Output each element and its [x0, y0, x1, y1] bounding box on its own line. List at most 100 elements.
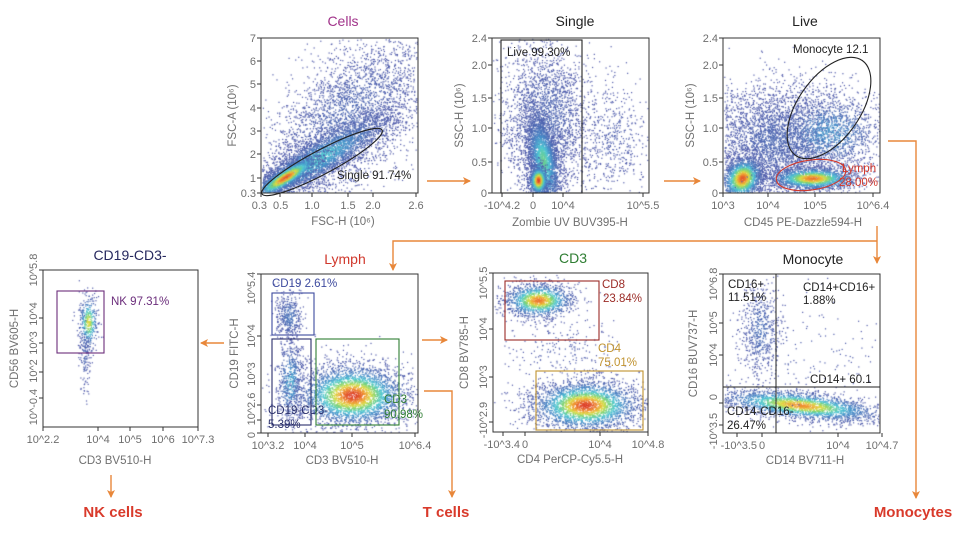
plot-frame [491, 37, 650, 194]
outcome-nk-cells: NK cells [83, 504, 142, 521]
gate-label: Lymph [842, 163, 876, 175]
tick-label: 1.0 [703, 123, 718, 135]
gate-label: CD8 [602, 279, 625, 291]
outcome-monocytes: Monocytes [874, 504, 952, 521]
tick-label: 10^-0.4 [28, 389, 40, 425]
gate-label: Single 91.74% [337, 170, 411, 182]
gate-rect[interactable] [56, 290, 105, 354]
plot-cd3: CD3 CD4 PerCP-Cy5.5-H CD8 BV785-H -10^3.4 0 1… [459, 250, 664, 466]
x-axis-label: CD14 BV711-H [766, 455, 844, 467]
gate-label: 23.84% [603, 293, 642, 305]
tick-label: 10^4 [588, 439, 612, 451]
tick-label: 2.0 [365, 200, 380, 212]
tick-label: 10^4 [551, 200, 575, 212]
tick-label: 10^5.5 [627, 200, 660, 212]
tick-label: 2.4 [703, 33, 718, 45]
plot-single: Single Zombie UV BUV395-H SSC-H (10⁶) -10^4… [454, 13, 659, 229]
gate-rect[interactable] [500, 39, 583, 194]
tick-label: 10^5.8 [28, 254, 40, 287]
x-axis-label: FSC-H (10⁶) [311, 216, 375, 228]
gate-label: 1.88% [803, 295, 836, 307]
tick-label: 2.0 [472, 60, 487, 72]
tick-label: 10^3 [711, 200, 735, 212]
x-axis-label: CD4 PerCP-Cy5.5-H [517, 454, 623, 466]
tick-label: 10^5 [708, 311, 720, 335]
tick-label: 1.5 [340, 200, 355, 212]
y-axis-label: FSC-A (10⁶) [227, 84, 239, 146]
y-axis-label: CD19 FITC-H [229, 318, 241, 388]
plot-title: Monocyte [783, 251, 844, 267]
tick-label: 10^4.8 [632, 439, 665, 451]
tick-label: 2 [250, 149, 256, 161]
tick-label: 0.5 [703, 157, 718, 169]
gate-label: Live 99.30% [507, 47, 570, 59]
tick-label: 10^4 [28, 302, 40, 326]
tick-label: 10^3 [246, 362, 258, 386]
plot-frame [492, 272, 649, 433]
plot-title: Cells [327, 13, 358, 29]
plot-frame [42, 269, 199, 428]
gate-label: CD14+ 60.1 [810, 374, 872, 386]
tick-label: 0 [530, 200, 536, 212]
tick-label: 3 [250, 126, 256, 138]
tick-label: 2.6 [408, 200, 423, 212]
plot-title: Live [792, 13, 818, 29]
y-axis-label: SSC-H (10⁶) [454, 83, 466, 147]
tick-label: 0.5 [472, 157, 487, 169]
tick-label: 10^4 [756, 200, 780, 212]
plot-lymph: Lymph CD3 BV510-H CD19 FITC-H 10^3.2 10^4 10^… [229, 251, 431, 467]
tick-label: 10^3 [478, 365, 490, 389]
gate-label: CD14+CD16+ [803, 282, 876, 294]
gate-label: 90.98% [384, 409, 423, 421]
gate-rect[interactable] [271, 338, 312, 426]
gate-label: 11.51% [728, 292, 766, 304]
tick-label: 10^6 [151, 434, 175, 446]
plot-frame [722, 273, 881, 434]
gate-rect[interactable] [535, 370, 644, 431]
x-axis-label: CD3 BV510-H [79, 455, 152, 467]
gate-label: CD4 [598, 343, 622, 355]
tick-label: 10^5 [118, 434, 142, 446]
tick-label: 0 [708, 394, 720, 400]
gate-ellipse[interactable] [770, 43, 887, 174]
gate-rect[interactable] [504, 280, 600, 341]
tick-label: 10^2 [28, 359, 40, 383]
plot-title: Single [556, 13, 595, 29]
gate-ellipse[interactable] [256, 119, 387, 204]
tick-label: 2.0 [703, 60, 718, 72]
tick-label: 10^6.4 [399, 440, 432, 452]
tick-label: -10^2.9 [478, 402, 490, 438]
tick-label: 1 [250, 173, 256, 185]
gate-rect[interactable] [315, 338, 400, 426]
arrow-live-to-lymph [389, 240, 877, 271]
gate-label: CD16+ [728, 279, 764, 291]
x-axis-label: CD45 PE-Dazzle594-H [744, 217, 862, 229]
y-axis-label: SSC-H (10⁶) [685, 83, 697, 147]
tick-label: 1.0 [304, 200, 319, 212]
tick-label: -10^3.5 [708, 413, 720, 449]
gate-label: CD3 [384, 394, 407, 406]
tick-label: 10^4 [478, 317, 490, 341]
plot-frame [722, 37, 881, 194]
tick-label: 1.5 [472, 93, 487, 105]
tick-label: 7 [250, 33, 256, 45]
gate-ellipse[interactable] [774, 155, 847, 194]
tick-label: 0.3 [252, 200, 267, 212]
tick-label: 10^4 [826, 440, 850, 452]
tick-label: 10^4 [293, 440, 317, 452]
tick-label: 10^6.8 [708, 268, 720, 301]
tick-label: 4 [250, 103, 256, 115]
arrow-lymph-to-t-cells [424, 390, 456, 498]
tick-label: 0 [712, 188, 718, 200]
tick-label: 10^6.4 [857, 200, 890, 212]
tick-label: 2.4 [472, 33, 487, 45]
x-axis-label: CD3 BV510-H [306, 455, 379, 467]
gate-label: 5.39% [268, 419, 301, 431]
tick-label: 10^3.2 [252, 440, 285, 452]
gate-rect[interactable] [271, 292, 315, 336]
tick-label: 5 [250, 79, 256, 91]
tick-label: 0 [759, 440, 765, 452]
tick-label: -10^3.5 [721, 440, 757, 452]
tick-label: 0.5 [273, 200, 288, 212]
